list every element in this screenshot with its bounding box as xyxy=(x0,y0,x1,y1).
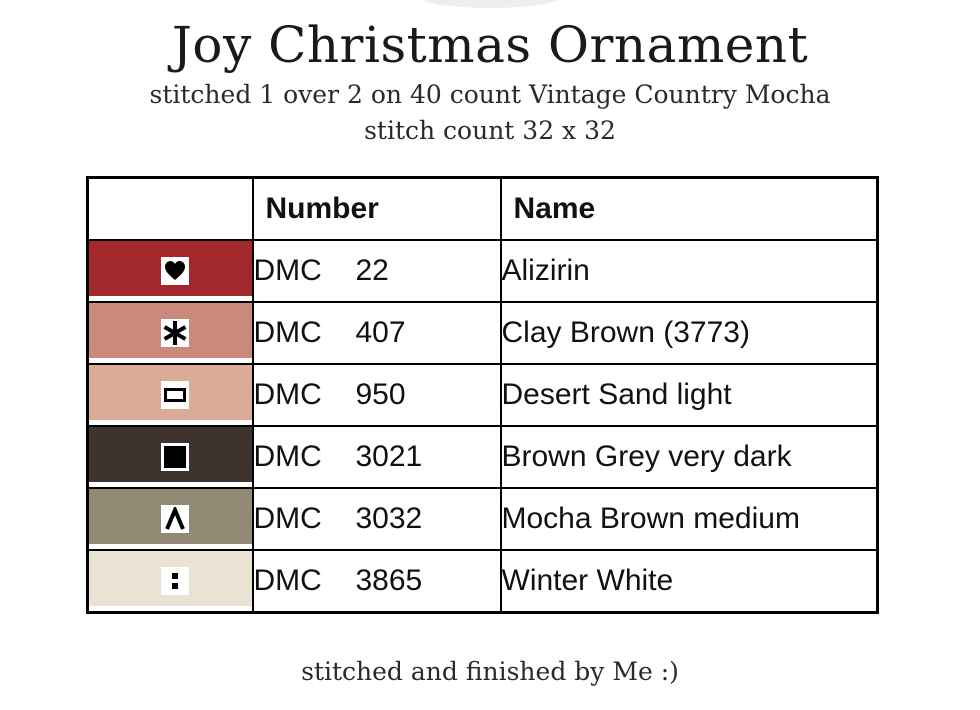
floss-name: Winter White xyxy=(499,549,879,614)
floss-name: Clay Brown (3773) xyxy=(499,301,879,365)
fabric-info: stitched 1 over 2 on 40 count Vintage Co… xyxy=(149,80,831,109)
header-name: Name xyxy=(499,176,879,241)
floss-number: DMC 3021 xyxy=(251,425,502,489)
floss-code: 3865 xyxy=(355,564,423,597)
floss-brand: DMC xyxy=(253,378,322,411)
floss-brand: DMC xyxy=(253,440,322,473)
table-row: DMC 3021 Brown Grey very dark xyxy=(86,425,879,489)
floss-brand: DMC xyxy=(253,502,322,535)
floss-number: DMC 3865 xyxy=(251,549,502,614)
header-swatch xyxy=(86,176,254,241)
floss-name: Alizirin xyxy=(499,239,879,303)
floss-brand: DMC xyxy=(253,254,322,287)
color-swatch xyxy=(86,487,254,551)
filled-square-icon xyxy=(164,446,186,468)
floss-number: DMC 3032 xyxy=(251,487,502,551)
header-number: Number xyxy=(251,176,502,241)
table-row: DMC 3865 Winter White xyxy=(86,549,879,614)
floss-code: 22 xyxy=(355,254,389,287)
floss-number: DMC 950 xyxy=(251,363,502,427)
color-swatch xyxy=(86,549,254,614)
asterisk-icon xyxy=(163,321,187,345)
table-row: DMC 22 Alizirin xyxy=(86,239,879,303)
hollow-rectangle-icon xyxy=(164,388,186,402)
table-row: DMC 950 Desert Sand light xyxy=(86,363,879,427)
floss-brand: DMC xyxy=(253,316,322,349)
floss-number: DMC 407 xyxy=(251,301,502,365)
floss-code: 950 xyxy=(355,378,406,411)
color-swatch xyxy=(86,363,254,427)
heart-icon xyxy=(165,261,185,280)
table-row: DMC 3032 Mocha Brown medium xyxy=(86,487,879,551)
floss-name: Brown Grey very dark xyxy=(499,425,879,489)
color-swatch xyxy=(86,301,254,365)
floss-name: Mocha Brown medium xyxy=(499,487,879,551)
caret-icon xyxy=(165,507,185,530)
floss-name: Desert Sand light xyxy=(499,363,879,427)
floss-code: 407 xyxy=(355,316,406,349)
colon-icon xyxy=(172,573,178,589)
table-header-row: Number Name xyxy=(86,176,879,241)
footer-credit: stitched and finished by Me :) xyxy=(301,657,679,686)
stitch-count: stitch count 32 x 32 xyxy=(364,116,616,145)
floss-brand: DMC xyxy=(253,564,322,597)
color-swatch xyxy=(86,239,254,303)
floss-legend-table: Number Name DMC 22 Alizirin xyxy=(86,176,879,614)
floss-number: DMC 22 xyxy=(251,239,502,303)
page-title: Joy Christmas Ornament xyxy=(171,16,809,74)
top-shadow xyxy=(420,0,560,8)
floss-code: 3021 xyxy=(355,440,423,473)
table-row: DMC 407 Clay Brown (3773) xyxy=(86,301,879,365)
floss-code: 3032 xyxy=(355,502,423,535)
color-swatch xyxy=(86,425,254,489)
